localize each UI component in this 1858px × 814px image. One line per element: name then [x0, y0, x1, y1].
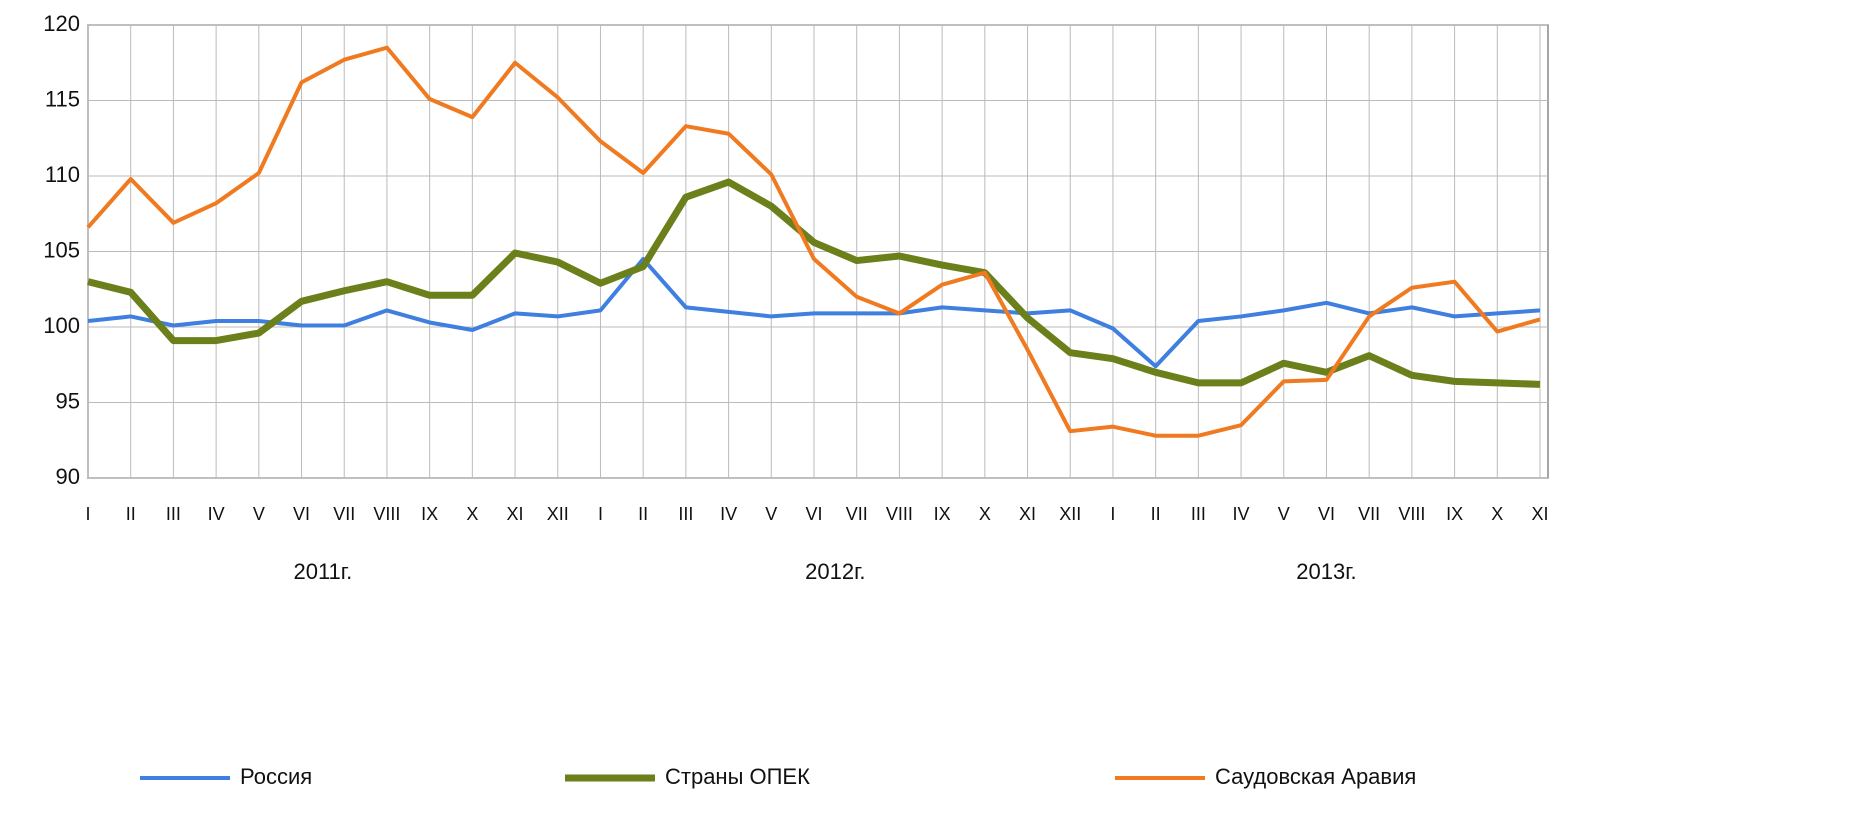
x-tick-label: VIII [886, 504, 913, 524]
x-tick-label: V [765, 504, 777, 524]
x-tick-label: X [979, 504, 991, 524]
x-tick-label: VI [293, 504, 310, 524]
y-tick-label: 105 [43, 237, 80, 262]
x-tick-label: IV [208, 504, 225, 524]
x-tick-label: XII [547, 504, 569, 524]
x-tick-label: II [1151, 504, 1161, 524]
x-tick-label: VIII [1398, 504, 1425, 524]
y-tick-label: 110 [45, 162, 80, 187]
legend-label: Россия [240, 764, 312, 789]
x-tick-label: I [598, 504, 603, 524]
y-tick-label: 120 [43, 11, 80, 36]
legend-label: Страны ОПЕК [665, 764, 810, 789]
series-line [86, 45, 1541, 438]
series-line [87, 257, 1541, 369]
year-label: 2012г. [805, 559, 865, 584]
series-line [87, 178, 1541, 388]
x-tick-label: VI [805, 504, 822, 524]
x-tick-label: VII [846, 504, 868, 524]
x-tick-label: V [1278, 504, 1290, 524]
x-tick-label: IV [720, 504, 737, 524]
year-label: 2013г. [1296, 559, 1356, 584]
x-tick-label: I [1110, 504, 1115, 524]
x-tick-label: XII [1059, 504, 1081, 524]
x-tick-label: IX [934, 504, 951, 524]
x-tick-label: V [253, 504, 265, 524]
x-tick-label: IX [1446, 504, 1463, 524]
x-tick-label: X [1491, 504, 1503, 524]
x-tick-label: X [466, 504, 478, 524]
x-tick-label: I [85, 504, 90, 524]
x-tick-label: III [678, 504, 693, 524]
legend-label: Саудовская Аравия [1215, 764, 1416, 789]
x-tick-label: VII [333, 504, 355, 524]
y-tick-label: 90 [56, 464, 80, 489]
x-tick-label: XI [507, 504, 524, 524]
y-tick-label: 100 [43, 313, 80, 338]
x-tick-label: IX [421, 504, 438, 524]
x-tick-label: IV [1233, 504, 1250, 524]
x-tick-label: XI [1019, 504, 1036, 524]
x-tick-label: VII [1358, 504, 1380, 524]
x-tick-label: II [638, 504, 648, 524]
x-tick-label: VI [1318, 504, 1335, 524]
x-tick-label: XI [1531, 504, 1548, 524]
y-tick-label: 115 [45, 86, 80, 111]
x-tick-label: III [166, 504, 181, 524]
x-tick-label: II [126, 504, 136, 524]
x-tick-label: III [1191, 504, 1206, 524]
x-tick-label: VIII [373, 504, 400, 524]
year-label: 2011г. [293, 559, 352, 584]
y-tick-label: 95 [56, 388, 80, 413]
